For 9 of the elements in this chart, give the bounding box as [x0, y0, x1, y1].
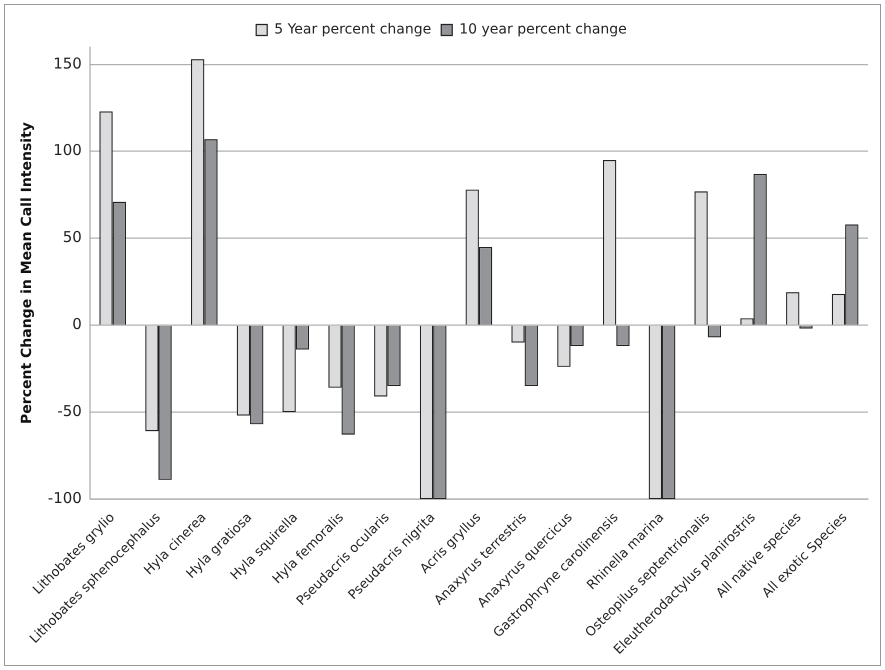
y-tick-label: 150 [53, 54, 82, 72]
y-tick-label: 0 [72, 315, 82, 334]
legend-label: 10 year percent change [459, 22, 627, 38]
y-tick-label: 50 [62, 228, 82, 246]
y-tick-label: 100 [53, 141, 82, 160]
y-tick-label: -100 [48, 488, 82, 507]
y-tick-label: -50 [57, 402, 82, 420]
legend-label: 5 Year percent change [274, 22, 432, 38]
y-axis-title: Percent Change in Mean Call Intensity [19, 122, 36, 424]
